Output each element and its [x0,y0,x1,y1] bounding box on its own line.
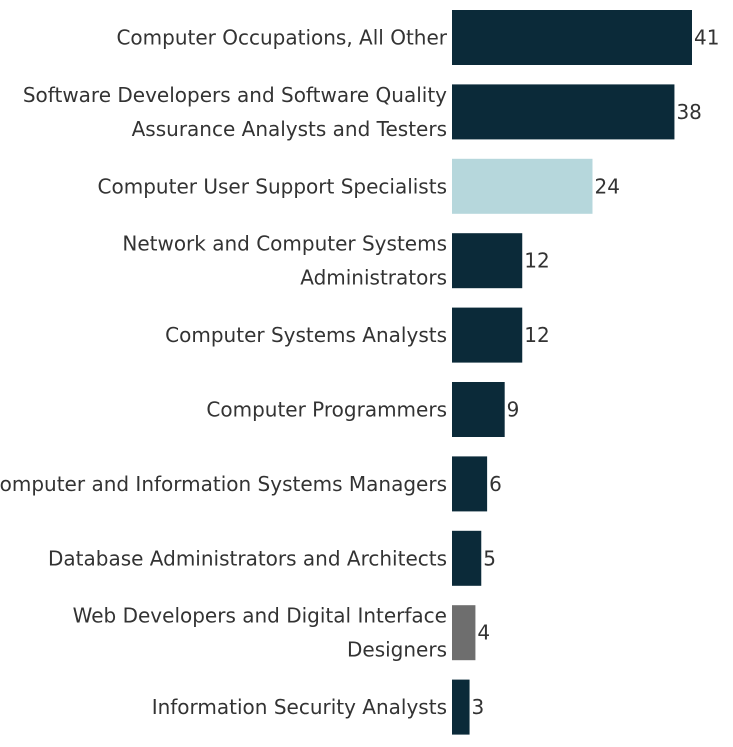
category-label-8-line-1: Designers [347,638,447,662]
bar-3 [452,233,523,289]
value-label-8: 4 [477,621,490,645]
value-label-6: 6 [489,472,502,496]
bar-5 [452,382,505,437]
category-label-0: Computer Occupations, All Other [116,26,447,50]
bar-7 [452,530,482,586]
category-label-6: Computer and Information Systems Manager… [0,472,447,496]
category-label-5: Computer Programmers [206,398,447,422]
bar-8 [452,605,476,661]
bar-2 [452,158,593,214]
category-label-8-line-0: Web Developers and Digital Interface [73,604,447,628]
value-label-0: 41 [694,26,719,50]
bar-4 [452,307,523,363]
value-label-3: 12 [524,249,549,273]
category-label-9: Information Security Analysts [152,695,447,719]
value-label-2: 24 [594,174,619,198]
category-label-4: Computer Systems Analysts [165,323,447,347]
value-label-4: 12 [524,323,549,347]
category-label-1-line-1: Assurance Analysts and Testers [132,117,447,141]
bar-9 [452,679,470,735]
value-label-7: 5 [483,546,496,570]
value-label-9: 3 [472,695,485,719]
category-label-2: Computer User Support Specialists [98,174,447,198]
bar-0 [452,10,692,65]
value-label-5: 9 [507,398,520,422]
bar-6 [452,456,488,512]
category-label-1-line-0: Software Developers and Software Quality [23,83,447,107]
category-label-7: Database Administrators and Architects [48,546,447,570]
category-label-3-line-1: Administrators [300,266,447,290]
value-label-1: 38 [676,100,701,124]
bar-1 [452,84,675,140]
category-label-3-line-0: Network and Computer Systems [122,232,447,256]
